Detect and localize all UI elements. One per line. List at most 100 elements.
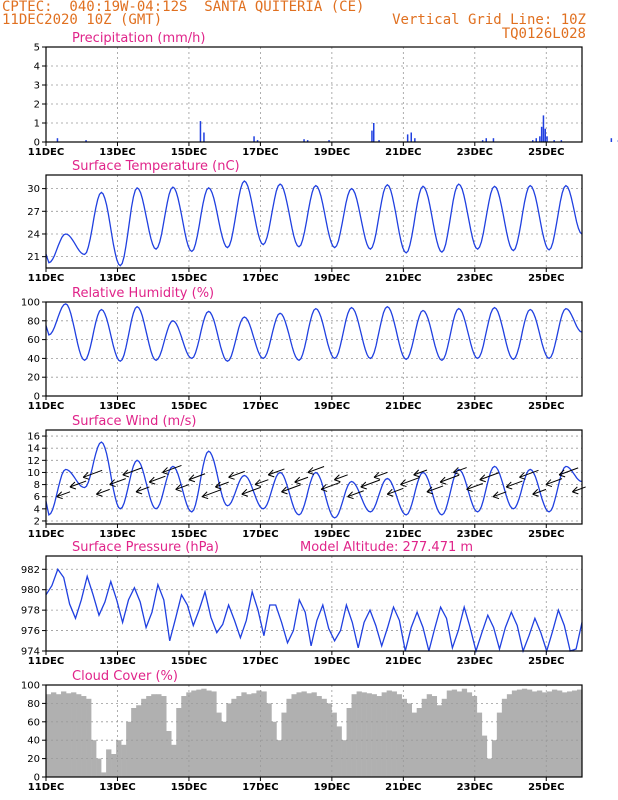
wind-arrow-head: [519, 471, 526, 480]
wind-arrow-head: [571, 486, 579, 495]
cloud-cover-bar: [276, 740, 282, 777]
x-tick-label: 11DEC: [28, 529, 64, 540]
wind-arrow: [215, 481, 229, 488]
cloud-cover-bar: [116, 740, 122, 777]
precip-bar: [85, 140, 87, 142]
cloud-cover-bar: [221, 721, 227, 777]
wind-arrow: [492, 491, 507, 498]
precip-bar: [610, 138, 613, 142]
x-tick-label: 21DEC: [385, 273, 421, 284]
y-tick-label: 4: [34, 504, 40, 515]
x-tick-label: 25DEC: [528, 273, 564, 284]
cloud-cover-bar: [521, 688, 528, 777]
wind-arrow-head: [466, 484, 473, 492]
wind-arrow: [558, 467, 579, 476]
x-tick-label: 21DEC: [385, 529, 421, 540]
precip-bar: [373, 123, 375, 142]
cloud-cover-bar: [206, 690, 212, 777]
x-tick-label: 21DEC: [385, 147, 421, 158]
wind-arrow-head: [122, 469, 129, 478]
cloud-cover-bar: [491, 740, 498, 777]
x-tick-label: 25DEC: [528, 147, 564, 158]
cloud-cover-bar: [281, 712, 287, 777]
wind-arrow-head: [373, 471, 381, 480]
x-tick-label: 17DEC: [242, 529, 278, 540]
wind-arrow: [545, 478, 563, 486]
cloud-cover-bar: [371, 694, 377, 777]
cloud-cover-bar: [576, 689, 583, 777]
wind-arrow-head: [439, 476, 447, 485]
wind-arrow: [519, 469, 539, 478]
cloud-cover-bar: [486, 758, 493, 777]
wind-arrow-head: [215, 481, 222, 490]
y-tick-label: 980: [21, 585, 40, 596]
y-tick-label: 982: [21, 565, 40, 576]
wind-arrow: [149, 475, 166, 483]
cloud-cover-bar: [136, 705, 142, 777]
x-tick-label: 17DEC: [242, 273, 278, 284]
cloud-cover-bar: [111, 754, 117, 777]
cloud-cover-bar: [366, 693, 372, 777]
wind-arrow: [466, 483, 483, 490]
panel-annotation: Model Altitude: 277.471 m: [300, 540, 473, 555]
series-line: [45, 180, 583, 267]
wind-arrow-head: [188, 474, 196, 483]
cloud-cover-bar: [216, 712, 222, 777]
cloud-cover-bar: [291, 694, 297, 777]
cloud-cover-bar: [126, 721, 132, 777]
y-tick-label: 0: [34, 773, 40, 784]
wind-arrow-head: [347, 491, 354, 500]
x-tick-label: 19DEC: [314, 273, 350, 284]
y-tick-label: 40: [27, 736, 40, 747]
wind-arrow: [506, 480, 523, 488]
wind-arrow-head: [307, 467, 315, 475]
wind-arrow: [479, 472, 499, 481]
y-tick-label: 0: [34, 138, 40, 149]
cloud-cover-bar: [141, 698, 147, 777]
cloud-cover-bar: [391, 691, 397, 777]
cloud-cover-bar: [166, 731, 172, 777]
x-tick-label: 15DEC: [171, 656, 207, 667]
cloud-cover-bar: [411, 712, 417, 777]
x-tick-label: 11DEC: [28, 656, 64, 667]
wind-arrow-head: [400, 479, 407, 488]
x-tick-label: 19DEC: [314, 529, 350, 540]
precip-bar: [539, 136, 541, 142]
x-tick-label: 17DEC: [242, 656, 278, 667]
y-tick-label: 10: [27, 468, 40, 479]
wind-arrow-head: [162, 467, 169, 475]
wind-arrow: [122, 467, 142, 476]
wind-arrow: [387, 487, 404, 495]
wind-arrow-head: [175, 484, 182, 492]
cloud-cover-bar: [266, 703, 272, 777]
y-tick-label: 2: [34, 100, 40, 111]
cloud-cover-bar: [356, 691, 362, 777]
cloud-cover-bar: [406, 703, 412, 777]
wind-arrow: [453, 467, 467, 473]
wind-arrow: [294, 476, 309, 483]
cloud-cover-bar: [571, 690, 578, 777]
cloud-cover-bar: [501, 698, 508, 777]
wind-arrow: [241, 486, 261, 495]
wind-arrow: [96, 488, 110, 495]
x-tick-label: 19DEC: [314, 401, 350, 412]
precip-bar: [553, 140, 555, 142]
precip-bar: [492, 138, 495, 142]
wind-arrow: [400, 477, 420, 486]
wind-arrow: [201, 489, 222, 498]
y-tick-label: 60: [27, 717, 40, 728]
cloud-cover-bar: [426, 694, 433, 777]
wind-arrow-head: [96, 488, 103, 497]
wind-arrow: [281, 484, 301, 493]
wind-arrow: [320, 481, 341, 490]
wind-arrow: [69, 480, 87, 488]
cloud-cover-bar: [81, 696, 87, 777]
precip-bar: [256, 140, 259, 142]
cloud-cover-bar: [196, 689, 202, 777]
cloud-cover-bar: [436, 705, 443, 777]
cloud-cover-bar: [311, 692, 317, 777]
precip-bar: [535, 138, 537, 142]
cloud-cover-bar: [461, 688, 468, 777]
